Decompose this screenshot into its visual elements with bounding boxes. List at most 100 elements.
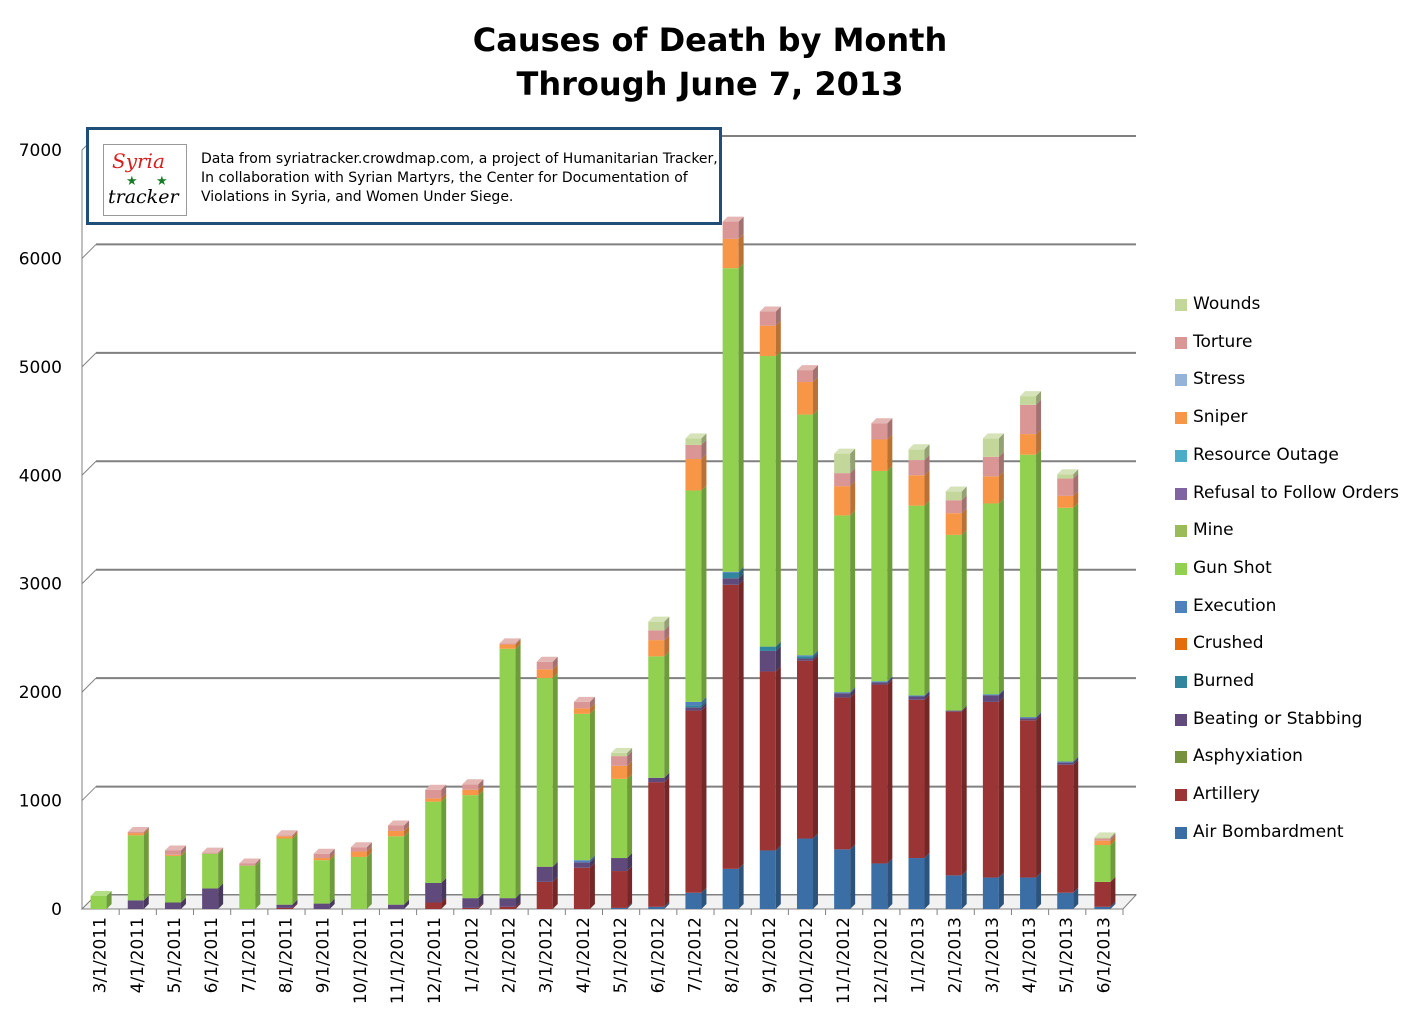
bar-segment [648,906,665,909]
bar-segment-side [552,656,558,670]
bar-segment [685,444,702,460]
bar-top [982,433,1004,439]
bar-segment-side [1073,887,1079,909]
bar-segment [722,578,739,585]
bar-segment [945,710,962,712]
x-tick-label: 12/1/2011 [425,917,445,1004]
bar-top [834,448,856,454]
x-tick-label: 4/1/2013 [1020,917,1040,993]
legend-swatch [1175,676,1187,688]
bar-segment [796,658,813,661]
bar-segment [722,221,739,239]
bar-segment [834,849,851,909]
bar-segment-side [515,901,521,909]
bar-segment [945,711,962,876]
bar-segment [759,356,776,647]
syria-tracker-logo: Syria ★ ★ tracker [103,144,187,216]
bar-segment-side [887,465,893,682]
bar-segment-side [1073,473,1079,496]
star-icon: ★ [156,173,168,188]
legend-swatch [1175,789,1187,802]
bar-segment [871,684,888,864]
bar-segment [982,503,999,695]
bar-segment-side [998,696,1004,878]
bar-segment-side [1036,449,1042,718]
bar-segment-side [552,664,558,679]
bar-segment [388,830,405,837]
bar-top [908,444,930,450]
bar-segment-side [850,844,856,909]
bar-segment [1057,761,1074,763]
bar-segment [536,866,553,882]
y-tick-label: 3000 [19,575,62,595]
bar-top [350,842,372,848]
bar-segment-side [738,216,744,239]
bar-segment-side [478,902,484,909]
bar-segment-side [850,688,856,698]
bar-segment-side [701,433,707,445]
bar-segment-side [366,851,372,909]
bar-segment-side [738,233,744,269]
source-note-box: Syria ★ ★ tracker Data from syriatracker… [86,127,722,225]
bar-segment-side [1073,759,1079,893]
bar-segment [871,863,888,909]
bar-top [425,784,447,790]
bar-segment [313,903,330,909]
bar-segment-side [664,651,670,778]
legend-label: Execution [1193,595,1277,616]
y-tick-label: 4000 [19,466,62,486]
bar-segment-side [552,861,558,882]
legend-label: Resource Outage [1193,444,1339,465]
bar-segment-side [627,853,633,872]
bar-segment-side [701,705,707,893]
legend-item: Refusal to Follow Orders [1175,483,1415,507]
bar-segment [685,438,702,445]
bar-segment-side [143,827,149,834]
x-tick-label: 7/1/2011 [239,917,259,993]
bar-segment-side [775,645,781,672]
bar-segment [1094,881,1111,907]
bar-segment [90,895,107,909]
bar-segment-side [887,679,893,864]
bar-segment-side [589,708,595,861]
x-tick-label: 10/1/2012 [797,917,817,1004]
bar-segment-side [887,434,893,471]
legend-item: Asphyxiation [1175,746,1415,770]
legend-swatch [1175,638,1187,651]
bar-segment-side [515,639,521,649]
legend-label: Stress [1193,369,1246,390]
bar-segment [573,701,590,709]
bar-segment-side [478,784,484,796]
bar-segment-side [292,830,298,837]
bar-top [202,847,224,853]
bar-segment [1020,718,1037,721]
x-tick-label: 9/1/2011 [314,917,334,993]
y-tick-label: 7000 [19,141,62,161]
bar-segment-side [924,853,930,909]
bar-segment-side [664,772,670,783]
bar-segment [202,888,219,909]
bar-segment [871,439,888,471]
bar-segment-side [180,897,186,909]
bar-segment-side [701,700,707,708]
bar-segment [350,851,367,857]
bar-top [276,830,298,836]
legend-item: Mine [1175,520,1415,544]
bar-segment-side [961,870,967,909]
bar-segment [722,268,739,572]
bar-segment [685,710,702,893]
bar-segment [685,892,702,909]
bar-segment-side [924,455,930,476]
bar-segment-side [627,751,633,766]
bar-segment-side [478,790,484,899]
bar-segment [759,646,776,651]
source-note-text: Data from syriatracker.crowdmap.com, a p… [201,151,718,205]
bar-segment-side [143,895,149,909]
x-tick-label: 5/1/2013 [1057,917,1077,993]
bar-segment [871,423,888,440]
y-tick-label: 6000 [19,249,62,269]
bar-segment [573,708,590,714]
legend-swatch [1175,826,1187,839]
bar-segment [462,784,479,790]
bar-segment [573,867,590,909]
